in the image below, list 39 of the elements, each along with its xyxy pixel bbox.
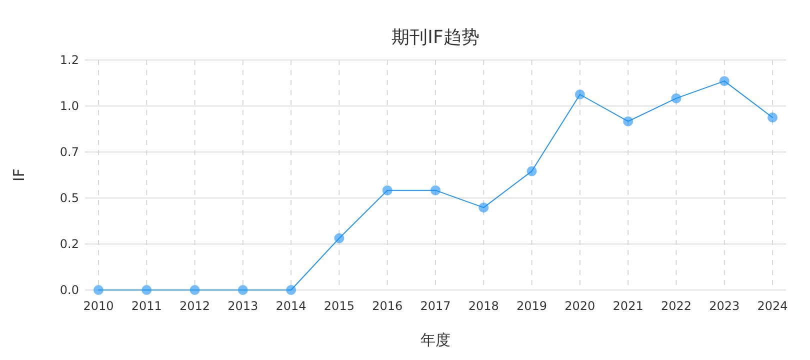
x-tick-label: 2024: [757, 299, 788, 313]
point: [719, 76, 730, 86]
y-tick-label: 0.0: [60, 283, 79, 297]
x-tick-label: 2017: [420, 299, 451, 313]
x-tick-label: 2018: [468, 299, 499, 313]
x-tick-label: 2013: [228, 299, 258, 313]
y-tick-label: 0.2: [60, 237, 79, 251]
point: [623, 116, 634, 126]
y-tick-label: 0.5: [60, 191, 79, 205]
point: [93, 285, 104, 295]
y-tick-label: 1.2: [60, 53, 79, 67]
point: [286, 285, 296, 295]
point: [526, 166, 537, 176]
x-tick-label: 2021: [612, 299, 644, 313]
chart-title: 期刊IF趋势: [392, 27, 480, 48]
point: [574, 90, 585, 100]
y-axis-title: IF: [10, 168, 28, 182]
y-tick-label: 1.0: [60, 99, 79, 113]
x-tick-label: 2010: [83, 299, 114, 313]
point: [430, 185, 440, 196]
point: [382, 185, 392, 196]
point: [768, 112, 778, 122]
x-tick-label: 2016: [372, 299, 403, 313]
point: [142, 285, 152, 295]
point: [238, 285, 248, 295]
point: [190, 285, 200, 295]
y-tick-label: 0.7: [60, 145, 79, 159]
point: [334, 233, 344, 244]
x-tick-label: 2012: [180, 299, 210, 313]
point: [671, 93, 682, 104]
x-tick-label: 2011: [131, 299, 162, 313]
x-tick-label: 2015: [324, 299, 354, 313]
x-tick-label: 2023: [709, 299, 740, 313]
x-tick-label: 2019: [516, 299, 548, 313]
point: [478, 202, 489, 213]
x-tick-label: 2014: [276, 299, 306, 313]
x-axis-title: 年度: [420, 331, 450, 349]
x-tick-label: 2020: [564, 299, 596, 313]
x-tick-label: 2022: [660, 299, 692, 313]
